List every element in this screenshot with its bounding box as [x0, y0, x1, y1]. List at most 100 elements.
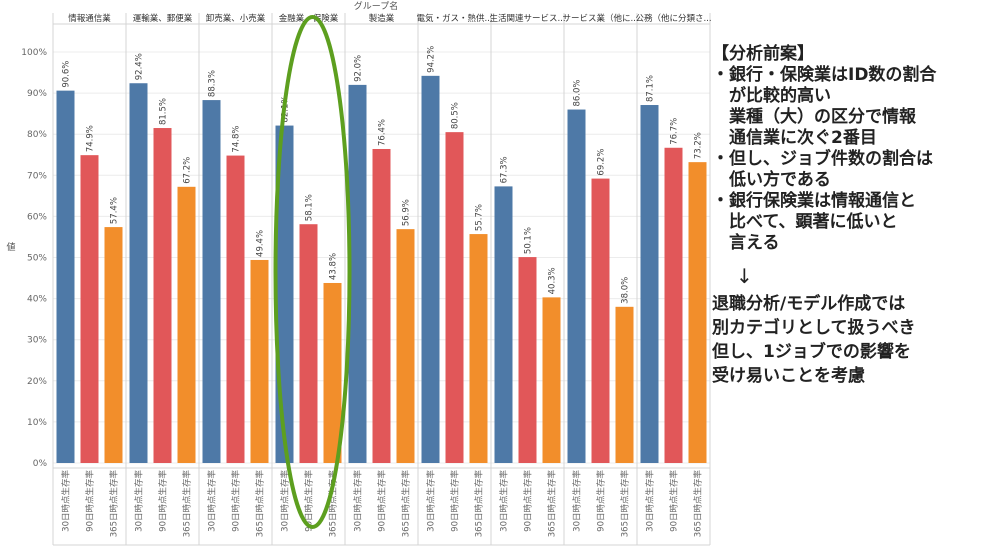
- conclusion-line: 別カテゴリとして扱うべき: [712, 318, 916, 338]
- bar-value-label: 40.3%: [548, 267, 558, 294]
- x-category-label: 90日時点生存率: [596, 470, 607, 532]
- y-tick-label: 40%: [27, 295, 47, 305]
- group-header: 生活関連サービス...: [489, 13, 565, 24]
- bar-value-label: 76.7%: [670, 118, 680, 145]
- notes-line: が比較的高い: [712, 86, 831, 106]
- bar: [591, 178, 610, 463]
- y-tick-label: 10%: [27, 418, 47, 428]
- bar-value-label: 86.0%: [573, 80, 583, 107]
- x-category-label: 365日時点生存率: [328, 470, 339, 538]
- notes-line: ・銀行・保険業はID数の割合: [712, 65, 937, 85]
- x-category-label: 365日時点生存率: [109, 470, 120, 538]
- analysis-notes: 【分析前案】 ・銀行・保険業はID数の割合 が比較的高い 業種（大）の区分で情報…: [712, 44, 997, 388]
- y-tick-label: 100%: [21, 48, 47, 58]
- x-category-label: 365日時点生存率: [620, 470, 631, 538]
- bar: [129, 83, 148, 464]
- x-category-label: 365日時点生存率: [693, 470, 704, 538]
- bar-value-label: 81.5%: [159, 98, 169, 125]
- x-category-label: 30日時点生存率: [572, 470, 583, 532]
- bar: [153, 128, 172, 463]
- group-header: 運輸業、郵便業: [133, 13, 193, 24]
- x-category-label: 30日時点生存率: [134, 470, 145, 532]
- bar: [348, 84, 367, 463]
- bar-value-label: 56.9%: [402, 199, 412, 226]
- y-tick-label: 20%: [27, 377, 47, 387]
- y-axis-label: 値: [6, 241, 15, 253]
- bar-value-label: 57.4%: [110, 197, 120, 224]
- x-category-label: 90日時点生存率: [523, 470, 534, 532]
- x-category-label: 365日時点生存率: [401, 470, 412, 538]
- bar-value-label: 88.3%: [208, 70, 218, 97]
- x-category-label: 365日時点生存率: [182, 470, 193, 538]
- down-arrow-icon: ↓: [736, 264, 753, 288]
- bar: [56, 90, 75, 463]
- notes-line: 通信業に次ぐ2番目: [712, 128, 877, 148]
- bar-value-label: 69.2%: [597, 149, 607, 176]
- conclusion-line: 退職分析/モデル作成では: [712, 294, 906, 314]
- bar-value-label: 55.7%: [475, 204, 485, 231]
- notes-line: 言える: [712, 233, 780, 253]
- bar-value-label: 80.5%: [451, 102, 461, 129]
- notes-line: 比べて、顕著に低いと: [712, 212, 898, 232]
- bar: [372, 148, 391, 463]
- notes-heading: 【分析前案】: [712, 44, 814, 64]
- bar: [445, 132, 464, 463]
- y-tick-label: 70%: [27, 171, 47, 181]
- x-category-label: 30日時点生存率: [645, 470, 656, 532]
- bar: [104, 227, 123, 463]
- bar-value-label: 92.0%: [354, 55, 364, 82]
- bar: [469, 234, 488, 463]
- y-tick-label: 30%: [27, 336, 47, 346]
- bar: [518, 257, 537, 463]
- bar: [615, 306, 634, 463]
- bar: [567, 109, 586, 463]
- x-category-label: 90日時点生存率: [304, 470, 315, 532]
- notes-line: 低い方である: [712, 170, 831, 190]
- conclusion-line: 但し、1ジョブでの影響を: [712, 342, 911, 362]
- group-header: 製造業: [369, 13, 395, 24]
- x-category-label: 30日時点生存率: [353, 470, 364, 532]
- bar: [421, 75, 440, 463]
- x-category-label: 365日時点生存率: [547, 470, 558, 538]
- x-category-label: 30日時点生存率: [207, 470, 218, 532]
- bar-value-label: 43.8%: [329, 253, 339, 280]
- bar: [396, 229, 415, 463]
- bar: [202, 100, 221, 463]
- bar: [226, 155, 245, 463]
- bar-value-label: 87.1%: [646, 75, 656, 102]
- bar-value-label: 94.2%: [427, 46, 437, 73]
- x-category-label: 365日時点生存率: [255, 470, 266, 538]
- y-tick-label: 0%: [33, 459, 48, 469]
- chart-header: グループ名: [354, 0, 398, 12]
- bar-value-label: 76.4%: [378, 119, 388, 146]
- notes-line: ・銀行保険業は情報通信と: [712, 191, 916, 211]
- x-category-label: 30日時点生存率: [280, 470, 291, 532]
- bar-value-label: 92.4%: [135, 53, 145, 80]
- conclusion-line: 受け易いことを考慮: [712, 366, 865, 386]
- group-header: 電気・ガス・熱供...: [416, 13, 492, 24]
- bar-value-label: 49.4%: [256, 230, 266, 257]
- bar-chart: グループ名 値 0% 10% 20% 30% 40% 50% 60% 70% 80% 90% 100…: [6, 0, 712, 546]
- bar: [640, 105, 659, 464]
- y-tick-label: 80%: [27, 130, 47, 140]
- y-tick-label: 60%: [27, 212, 47, 222]
- bar: [299, 224, 318, 463]
- bar-value-label: 50.1%: [524, 227, 534, 254]
- bar-value-label: 38.0%: [621, 277, 631, 304]
- bar: [323, 282, 342, 463]
- notes-line: ・但し、ジョブ件数の割合は: [712, 149, 933, 169]
- bar: [494, 186, 513, 463]
- x-category-label: 90日時点生存率: [158, 470, 169, 532]
- group-header: 公務（他に分類さ...: [635, 13, 711, 24]
- x-category-label: 365日時点生存率: [474, 470, 485, 538]
- bar: [542, 297, 561, 463]
- x-category-label: 90日時点生存率: [85, 470, 96, 532]
- highlight-ellipse: [273, 15, 352, 529]
- x-category-label: 30日時点生存率: [499, 470, 510, 532]
- notes-line: 業種（大）の区分で情報: [712, 107, 916, 127]
- group-header: 情報通信業: [68, 13, 111, 24]
- bar-value-label: 67.3%: [500, 156, 510, 183]
- x-category-label: 90日時点生存率: [377, 470, 388, 532]
- bar-value-label: 58.1%: [305, 194, 315, 221]
- x-category-label: 30日時点生存率: [61, 470, 72, 532]
